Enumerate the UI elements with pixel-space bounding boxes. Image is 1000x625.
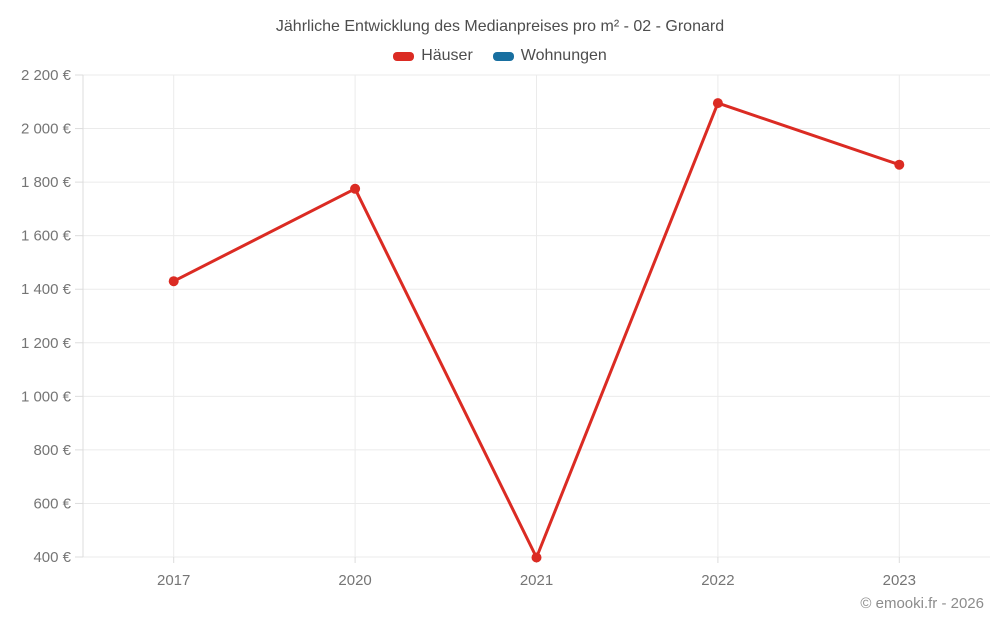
x-axis-label: 2022 <box>701 572 734 589</box>
legend-label-haeuser: Häuser <box>421 47 473 64</box>
legend-swatch-wohnungen <box>492 51 514 61</box>
y-axis-label: 1 600 € <box>21 228 72 245</box>
y-axis-label: 1 400 € <box>21 281 72 298</box>
chart-title: Jährliche Entwicklung des Medianpreises … <box>275 18 725 35</box>
y-axis-label: 2 200 € <box>21 67 72 84</box>
data-point[interactable] <box>168 276 179 287</box>
y-axis-label: 1 000 € <box>21 388 72 405</box>
y-axis-label: 800 € <box>33 442 71 459</box>
data-point[interactable] <box>712 98 723 109</box>
y-axis-label: 600 € <box>33 495 71 512</box>
legend: Häuser Wohnungen <box>0 47 1000 65</box>
data-point[interactable] <box>531 552 542 563</box>
x-axis-label: 2021 <box>520 572 553 589</box>
legend-label-wohnungen: Wohnungen <box>520 47 607 64</box>
x-axis-label: 2017 <box>157 572 190 589</box>
y-axis-label: 1 200 € <box>21 335 72 352</box>
y-axis-label: 2 000 € <box>21 121 72 138</box>
y-axis-label: 400 € <box>33 549 71 566</box>
copyright-text: © emooki.fr - 2026 <box>860 595 984 612</box>
data-point[interactable] <box>350 183 361 194</box>
x-axis-label: 2020 <box>338 572 371 589</box>
x-axis-label: 2023 <box>883 572 916 589</box>
legend-item-wohnungen[interactable]: Wohnungen <box>492 47 607 65</box>
y-axis-label: 1 800 € <box>21 174 72 191</box>
legend-item-haeuser[interactable]: Häuser <box>393 47 473 65</box>
data-point[interactable] <box>894 159 905 170</box>
legend-swatch-haeuser <box>393 51 415 61</box>
